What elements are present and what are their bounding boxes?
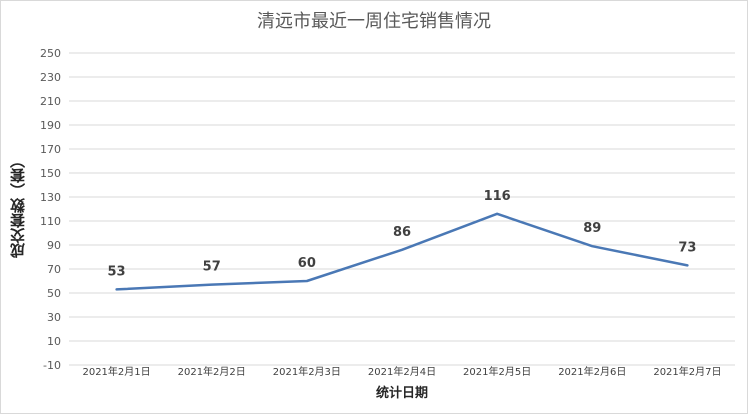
y-tick-label: 230 [40, 71, 61, 84]
y-tick-label: 210 [40, 95, 61, 108]
y-tick-label: 170 [40, 143, 61, 156]
y-tick-label: 190 [40, 119, 61, 132]
y-tick-label: 50 [47, 287, 61, 300]
x-tick-label: 2021年2月3日 [273, 365, 341, 378]
data-label: 86 [393, 225, 411, 240]
y-tick-label: 110 [40, 215, 61, 228]
y-tick-label: 150 [40, 167, 61, 180]
data-label: 53 [108, 264, 126, 279]
y-tick-label: 250 [40, 47, 61, 60]
y-tick-label: 90 [47, 239, 61, 252]
chart-title: 清远市最近一周住宅销售情况 [257, 11, 491, 32]
x-tick-label: 2021年2月5日 [463, 365, 531, 378]
series-line [115, 212, 689, 291]
y-tick-label: 130 [40, 191, 61, 204]
data-label: 73 [678, 240, 696, 255]
x-axis-title: 统计日期 [375, 386, 428, 401]
data-label: 57 [203, 260, 221, 275]
data-label: 89 [583, 221, 601, 236]
y-tick-label: -10 [43, 359, 61, 372]
data-label: 116 [484, 189, 511, 204]
y-tick-label: 70 [47, 263, 61, 276]
x-tick-label: 2021年2月4日 [368, 365, 436, 378]
x-tick-label: 2021年2月7日 [653, 365, 721, 378]
y-tick-label: 10 [47, 335, 61, 348]
data-label: 60 [298, 256, 316, 271]
x-tick-label: 2021年2月6日 [558, 365, 626, 378]
x-tick-label: 2021年2月2日 [178, 365, 246, 378]
y-tick-label: 30 [47, 311, 61, 324]
x-tick-label: 2021年2月1日 [82, 365, 150, 378]
